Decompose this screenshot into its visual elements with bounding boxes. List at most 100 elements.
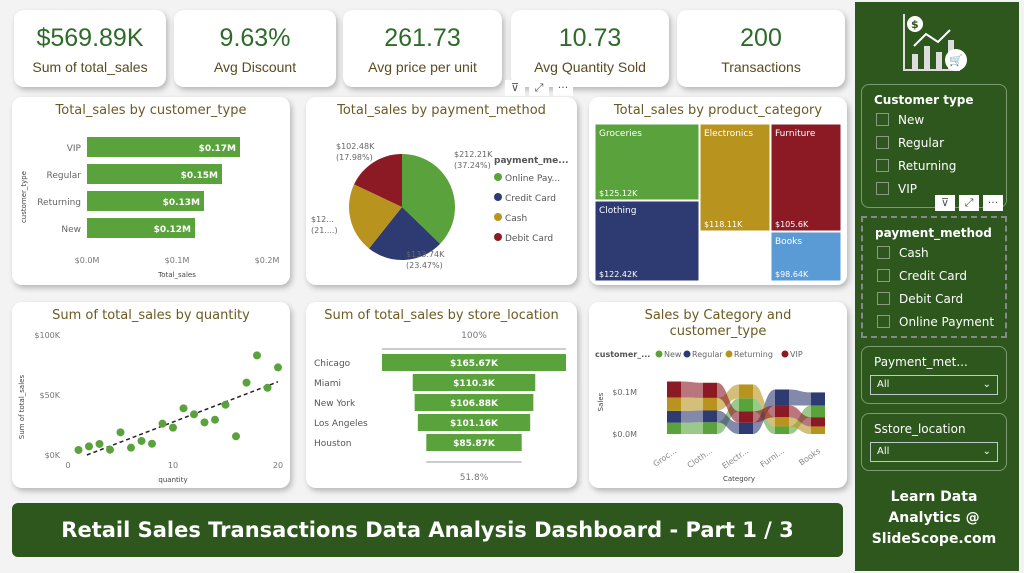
slicer-title: Payment_met... [874, 355, 968, 369]
legend-title: payment_me... [494, 156, 569, 166]
checkbox[interactable] [876, 182, 889, 195]
payment-method-pie-chart[interactable]: Total_sales by payment_method $212.21K (37… [306, 97, 577, 285]
legend-marker [494, 173, 502, 181]
legend-label: Debit Card [505, 234, 553, 244]
funnel-bar [382, 354, 566, 371]
slicer-option[interactable]: New [876, 111, 1006, 128]
funnel-bar [426, 434, 522, 451]
data-point [263, 383, 272, 392]
y-axis-title: Sales [597, 392, 605, 411]
kpi-value: $569.89K [36, 24, 144, 52]
slicer-option[interactable]: VIP [876, 180, 1006, 197]
ribbon-column-segment [703, 382, 717, 398]
kpi-transactions[interactable]: 200 Transactions [677, 10, 845, 87]
chart-title: Sales by Category and customer_type [644, 308, 792, 339]
data-point [148, 439, 156, 448]
kpi-label: Avg price per unit [368, 59, 477, 75]
checkbox[interactable] [877, 246, 890, 259]
ribbon-column-segment [667, 410, 681, 423]
category-label: Miami [314, 379, 341, 389]
product-category-treemap[interactable]: Total_sales by product_category Groceries… [589, 97, 847, 285]
checkbox[interactable] [876, 159, 889, 172]
svg-text:🛒: 🛒 [949, 54, 963, 67]
tile-label: Books [775, 237, 802, 247]
slicer-option[interactable]: Credit Card [877, 267, 1005, 284]
store-location-funnel-chart[interactable]: Sum of total_sales by store_location 100%… [306, 302, 577, 488]
category-label: New [61, 225, 81, 235]
data-point [137, 436, 146, 445]
slicer-option[interactable]: Debit Card [877, 290, 1005, 307]
data-point [158, 419, 167, 428]
ribbon [717, 382, 739, 423]
filter-icon[interactable]: ⊽ [505, 80, 525, 96]
option-label: Regular [898, 135, 945, 150]
focus-mode-icon[interactable]: ⤢ [959, 195, 979, 211]
filter-panel: $ 🛒 Customer type New Regular Returning VIP… [855, 2, 1019, 571]
category-label: VIP [67, 144, 82, 154]
payment-method-dropdown-slicer: Payment_met... All ⌄ [861, 346, 1007, 404]
y-tick-label: $0.1M [612, 388, 637, 397]
filter-icon[interactable]: ⊽ [935, 195, 955, 211]
dropdown-value: All [877, 446, 890, 457]
ribbon-column-segment [739, 384, 753, 399]
customer-type-bar-chart[interactable]: Total_sales by customer_type VIP $0.17M Reg… [12, 97, 290, 285]
legend-marker [781, 350, 789, 358]
checkbox[interactable] [877, 292, 890, 305]
kpi-total-sales[interactable]: $569.89K Sum of total_sales [14, 10, 166, 87]
legend-marker [494, 233, 502, 241]
kpi-avg-discount[interactable]: 9.63% Avg Discount [174, 10, 336, 87]
checkbox[interactable] [877, 269, 890, 282]
data-label: $0.17M [199, 144, 236, 154]
pie-slice [354, 154, 402, 207]
slicer-option[interactable]: Cash [877, 244, 1005, 261]
checkbox[interactable] [876, 113, 889, 126]
tile-value: $125.12K [599, 189, 638, 198]
checkbox[interactable] [876, 136, 889, 149]
funnel-bar [412, 374, 536, 391]
ribbon-column-segment [667, 422, 681, 434]
dropdown-value: All [877, 379, 890, 390]
data-point [274, 363, 282, 372]
focus-mode-icon[interactable]: ⤢ [529, 80, 549, 96]
kpi-avg-quantity[interactable]: 10.73 Avg Quantity Sold [511, 10, 669, 87]
more-options-icon[interactable]: ··· [983, 195, 1003, 211]
option-label: VIP [898, 181, 917, 196]
x-tick-label: 0 [65, 461, 70, 470]
x-tick-label: 20 [273, 461, 283, 470]
bar [87, 218, 195, 238]
ribbon-column-segment [811, 392, 825, 406]
legend-title: customer_... [595, 350, 650, 359]
quantity-scatter-chart[interactable]: Sum of total_sales by quantity $0K $50K $10… [12, 302, 290, 488]
store-location-dropdown[interactable]: All ⌄ [870, 442, 998, 462]
more-options-icon[interactable]: ··· [553, 80, 573, 96]
legend-marker [683, 350, 691, 358]
slicer-option[interactable]: Regular [876, 134, 1006, 151]
kpi-label: Avg Discount [213, 59, 297, 75]
data-point [116, 428, 125, 437]
kpi-value: 9.63% [219, 24, 291, 52]
ribbon [789, 389, 811, 406]
legend-label: Online Pay... [505, 174, 560, 184]
ribbon-svg: customer_... New Regular Returning VIP $0.0M $… [595, 350, 825, 483]
legend-label: Returning [734, 350, 773, 359]
svg-text:$: $ [911, 18, 919, 31]
legend-label: Credit Card [505, 194, 556, 204]
category-label: Los Angeles [314, 419, 368, 429]
kpi-avg-price[interactable]: 261.73 Avg price per unit [343, 10, 502, 87]
ribbon-column-segment [703, 422, 717, 434]
chart-title: Sum of total_sales by store_location [324, 308, 559, 323]
ribbon-column-segment [703, 410, 717, 423]
customer-type-slicer: Customer type New Regular Returning VIP [861, 84, 1007, 208]
payment-method-slicer: payment_method Cash Credit Card Debit Card… [861, 216, 1007, 338]
x-tick-label: Books [797, 446, 822, 467]
slicer-option[interactable]: Online Payment [877, 313, 1005, 330]
slicer-toolbar: ⊽ ⤢ ··· [935, 195, 1003, 211]
checkbox[interactable] [877, 315, 890, 328]
slicer-option[interactable]: Returning [876, 157, 1006, 174]
payment-method-dropdown[interactable]: All ⌄ [870, 375, 998, 395]
pie-slice [402, 154, 456, 244]
legend-marker [655, 350, 663, 358]
option-label: Returning [898, 158, 957, 173]
bar [87, 191, 204, 211]
